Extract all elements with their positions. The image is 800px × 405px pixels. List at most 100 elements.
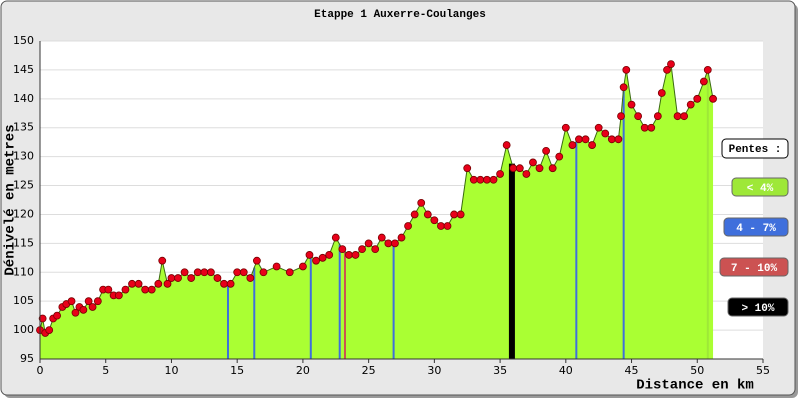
point: [167, 274, 176, 282]
area-fill: [40, 64, 714, 360]
point: [358, 245, 366, 254]
point: [483, 175, 491, 184]
point: [371, 245, 380, 254]
point: [391, 239, 399, 248]
point: [134, 279, 143, 288]
legend-label: < 4%: [747, 183, 774, 195]
point: [141, 285, 150, 294]
point: [634, 112, 643, 121]
y-tick-label: 135: [13, 121, 34, 134]
point: [622, 66, 631, 74]
point: [614, 135, 623, 144]
point: [318, 253, 327, 262]
y-tick-label: 100: [13, 323, 34, 336]
point: [619, 83, 628, 92]
point: [607, 135, 616, 144]
point: [542, 146, 550, 155]
point: [703, 66, 712, 74]
point: [67, 297, 76, 306]
point: [305, 251, 314, 259]
legend-swatch: [723, 217, 789, 237]
point: [331, 233, 340, 242]
y-tick-label: 120: [13, 207, 34, 220]
point: [38, 314, 47, 323]
legend-swatch: [731, 177, 789, 197]
x-tick-label: 20: [296, 364, 310, 377]
x-tick-label: 50: [690, 364, 704, 377]
point: [663, 66, 671, 74]
y-axis-label: Dénivelé en metres: [3, 124, 19, 275]
point: [450, 210, 458, 219]
point: [673, 112, 682, 121]
point: [476, 175, 485, 184]
point: [430, 216, 439, 225]
y-tick-label: 145: [13, 63, 34, 76]
point: [187, 274, 196, 282]
point: [647, 123, 656, 132]
point: [220, 279, 228, 288]
point: [529, 158, 537, 167]
point: [154, 279, 163, 288]
point: [193, 268, 202, 277]
y-tick-label: 130: [13, 150, 34, 163]
point: [206, 268, 215, 277]
point: [410, 210, 419, 219]
point: [522, 170, 531, 178]
point: [548, 164, 557, 173]
point: [163, 279, 172, 288]
point: [496, 170, 504, 178]
point: [709, 94, 717, 103]
legend-label: 7 - 10%: [731, 263, 778, 275]
point: [384, 239, 393, 248]
point: [463, 164, 472, 173]
point: [657, 89, 666, 97]
point: [397, 233, 406, 242]
point: [88, 303, 97, 311]
legend-title-box: [721, 138, 789, 159]
point: [128, 279, 136, 288]
point: [581, 135, 590, 144]
point: [489, 175, 498, 184]
point: [79, 305, 88, 314]
point: [364, 239, 373, 248]
point: [680, 112, 689, 121]
legend-title: Pentes :: [729, 144, 782, 156]
point: [114, 291, 123, 300]
point: [84, 297, 93, 306]
point: [174, 274, 182, 282]
point: [469, 175, 478, 184]
point: [555, 152, 564, 161]
point: [71, 308, 80, 317]
point: [423, 210, 432, 219]
point: [338, 245, 347, 254]
point: [312, 256, 320, 265]
point: [693, 94, 702, 103]
point: [575, 135, 583, 144]
point: [515, 164, 524, 173]
point: [272, 262, 281, 271]
x-axis-label: Distance en km: [636, 378, 754, 394]
point: [93, 297, 102, 306]
y-tick-label: 105: [13, 294, 34, 307]
point: [509, 164, 518, 173]
point: [325, 251, 334, 259]
point: [502, 141, 511, 149]
point: [226, 279, 235, 288]
y-tick-label: 150: [13, 34, 34, 47]
x-tick-label: 45: [625, 364, 639, 377]
y-tick-label: 140: [13, 92, 34, 105]
point: [417, 198, 426, 207]
point: [617, 112, 625, 121]
point: [535, 164, 544, 173]
point: [568, 141, 577, 149]
legend-label: > 10%: [741, 303, 774, 315]
point: [246, 274, 255, 282]
y-tick-label: 115: [13, 236, 34, 249]
point: [121, 285, 130, 294]
legend-swatch: [719, 257, 789, 277]
point: [653, 112, 662, 121]
point: [180, 268, 189, 277]
point: [561, 123, 570, 132]
x-tick-label: 55: [756, 364, 770, 377]
